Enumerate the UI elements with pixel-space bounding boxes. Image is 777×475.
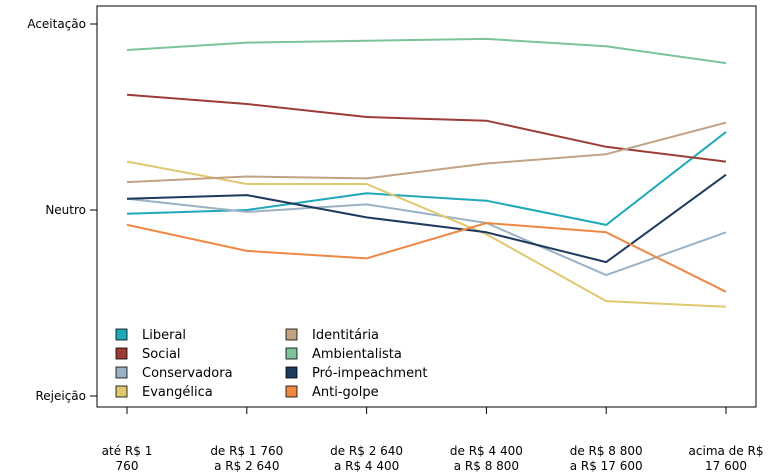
x-axis: até R$ 1 760 de R$ 1 760 a R$ 2 640 de R$ 2 …: [102, 407, 764, 473]
legend-label: Liberal: [142, 328, 186, 343]
legend-swatch: [115, 366, 128, 379]
series-line-social: [126, 93, 727, 163]
legend-swatch: [285, 328, 298, 341]
legend-swatch: [115, 347, 128, 360]
series-line-evangelica: [126, 160, 727, 308]
x-tick-label: de R$ 2 640 a R$ 4 400: [330, 444, 403, 473]
legend-swatch: [285, 385, 298, 398]
legend: Liberal Social Conservadora Evangélica Ident…: [115, 328, 427, 400]
y-tick-label: Neutro: [45, 203, 86, 217]
x-tick-label: de R$ 8 800 a R$ 17 600: [570, 444, 643, 473]
y-tick-label: Rejeição: [35, 389, 86, 403]
legend-label: Pró-impeachment: [312, 366, 427, 381]
series-line-anti-golpe: [126, 222, 727, 293]
series-line-pro-impeachment: [126, 173, 727, 264]
x-tick-label: de R$ 1 760 a R$ 2 640: [210, 444, 283, 473]
legend-swatch: [115, 328, 128, 341]
plot-frame: [96, 5, 757, 408]
series-line-ambientalista: [126, 37, 727, 65]
legend-swatch: [285, 347, 298, 360]
legend-label: Social: [142, 347, 181, 362]
series-line-identitaria: [126, 121, 727, 184]
legend-label: Evangélica: [142, 385, 213, 400]
legend-swatch: [285, 366, 298, 379]
x-tick-label: até R$ 1 760: [102, 444, 153, 473]
legend-swatch: [115, 385, 128, 398]
legend-label: Ambientalista: [312, 347, 402, 362]
series-line-conservadora: [126, 197, 727, 277]
y-axis: Rejeição Neutro Aceitação: [27, 17, 97, 403]
legend-label: Conservadora: [142, 366, 233, 381]
x-tick-label: de R$ 4 400 a R$ 8 800: [450, 444, 523, 473]
series-lines: [126, 37, 727, 308]
legend-label: Anti-golpe: [312, 385, 379, 400]
legend-label: Identitária: [312, 328, 379, 343]
y-tick-label: Aceitação: [27, 17, 86, 31]
x-tick-label: acima de R$ 17 600: [689, 444, 764, 473]
